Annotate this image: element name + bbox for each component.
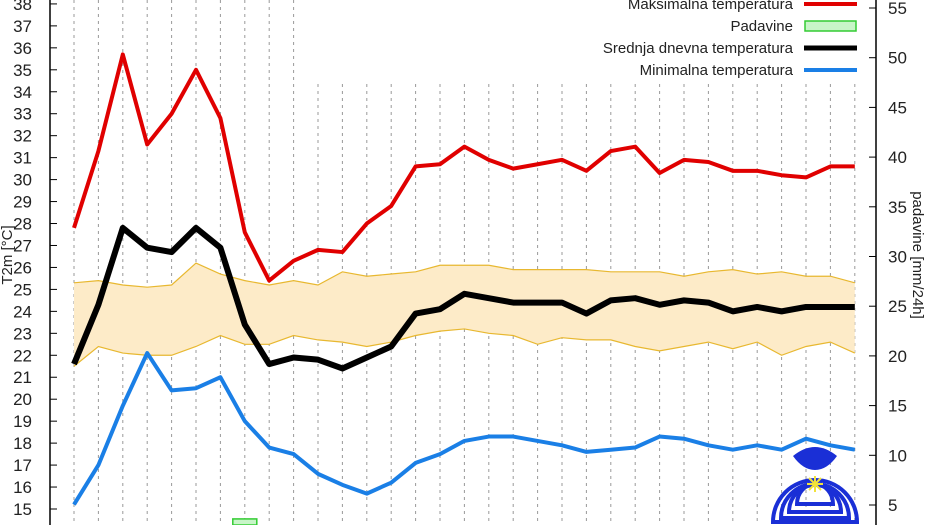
y2-tick-label: 20 (888, 347, 907, 366)
legend-label: Maksimalna temperatura (628, 0, 794, 13)
legend: Maksimalna temperatura Padavine Srednja dn… (603, 0, 857, 79)
y-tick-label: 38 (13, 0, 32, 14)
legend-label: Padavine (730, 18, 793, 35)
y2-tick-label: 45 (888, 98, 907, 117)
y-tick-label: 37 (13, 17, 32, 36)
y-tick-label: 17 (13, 456, 32, 475)
logo (770, 447, 860, 524)
legend-swatch (804, 20, 857, 32)
y2-axis-label: padavine [mm/24h] (909, 191, 926, 319)
y-tick-label: 31 (13, 149, 32, 168)
series-line-minimalna-temperatura (72, 351, 856, 506)
y-tick-label: 28 (13, 215, 32, 234)
y-axis-label: T2m [°C] (0, 225, 16, 284)
legend-label: Minimalna temperatura (640, 62, 794, 79)
y-tick-label: 24 (13, 302, 32, 321)
y-tick-label: 27 (13, 236, 32, 255)
legend-label: Srednja dnevna temperatura (603, 40, 794, 57)
y2-tick-label: 25 (888, 297, 907, 316)
y-tick-label: 21 (13, 368, 32, 387)
y-tick-label: 33 (13, 105, 32, 124)
y2-tick-label: 5 (888, 496, 897, 515)
y-tick-label: 29 (13, 193, 32, 212)
band-area (74, 263, 855, 367)
series-line-srednja-dnevna-temperatura (71, 224, 855, 372)
y-tick-label: 20 (13, 390, 32, 409)
precipitation-bars (232, 518, 258, 526)
y-tick-label: 15 (13, 500, 32, 519)
series-lines (71, 52, 856, 506)
y2-tick-label: 10 (888, 446, 907, 465)
y2-tick-label: 35 (888, 198, 907, 217)
y2-tick-label: 50 (888, 49, 907, 68)
series-line-maksimalna-temperatura (72, 52, 855, 283)
y-tick-label: 16 (13, 478, 32, 497)
y-tick-label: 23 (13, 324, 32, 343)
y-tick-label: 34 (13, 83, 32, 102)
sun-icon (807, 476, 823, 492)
legend-background (300, 0, 870, 82)
y-tick-label: 36 (13, 39, 32, 58)
precipitation-bar (232, 518, 258, 526)
band-lower-line (73, 328, 856, 367)
climate-band (73, 262, 856, 367)
y-tick-label: 18 (13, 434, 32, 453)
y-tick-label: 30 (13, 171, 32, 190)
y-tick-label: 26 (13, 258, 32, 277)
y-tick-label: 25 (13, 280, 32, 299)
y2-tick-label: 55 (888, 0, 907, 18)
y-tick-label: 35 (13, 61, 32, 80)
y-tick-label: 19 (13, 412, 32, 431)
y2-tick-label: 15 (888, 397, 907, 416)
y2-tick-label: 40 (888, 148, 907, 167)
y-tick-label: 22 (13, 346, 32, 365)
y-tick-label: 32 (13, 127, 32, 146)
band-upper-line (73, 262, 855, 288)
axes: 15 16 17 18 19 20 21 22 23 24 25 26 27 28 29 30 31 32 33 34… (13, 0, 907, 525)
y2-tick-label: 30 (888, 248, 907, 267)
